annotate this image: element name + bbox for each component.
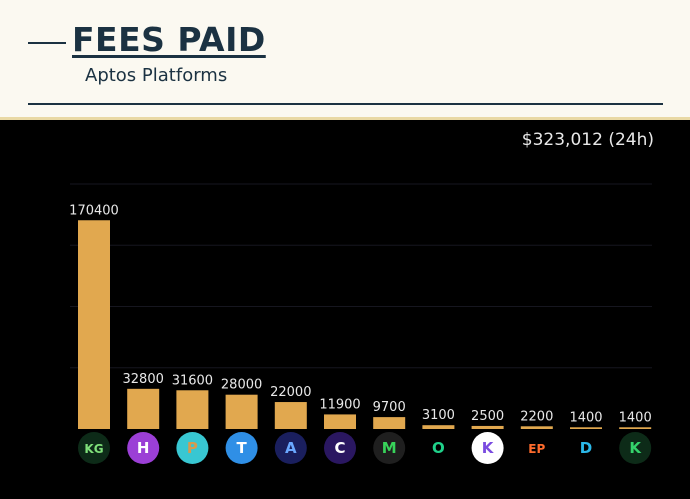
- bar: [176, 390, 209, 429]
- echelon-icon: EP: [528, 442, 545, 456]
- bar: [324, 414, 356, 429]
- svg-text:D: D: [580, 439, 592, 457]
- svg-text:K: K: [629, 439, 642, 457]
- header: FEES PAID Aptos Platforms: [0, 0, 690, 120]
- bar-chart: 170400 KG 32800 H 31600 P 28000 T 22000 A 11900 C 97…: [69, 183, 652, 464]
- bar: [373, 417, 406, 429]
- bar-value-label: 11900: [319, 397, 360, 412]
- svg-text:KG: KG: [84, 442, 103, 456]
- bar-value-label: 1400: [619, 410, 652, 425]
- bar-value-label: 22000: [270, 385, 311, 400]
- svg-text:K: K: [482, 439, 495, 457]
- svg-text:H: H: [137, 439, 150, 457]
- gridlines: [70, 183, 652, 369]
- bar-value-label: 170400: [69, 203, 119, 218]
- cellana-icon: C: [324, 432, 356, 464]
- svg-text:EP: EP: [528, 442, 545, 456]
- bar-value-label: 3100: [422, 408, 455, 423]
- title-dash: [28, 42, 66, 44]
- bar-value-label: 31600: [172, 373, 213, 388]
- tapp-icon: D: [580, 439, 592, 457]
- svg-text:A: A: [285, 439, 297, 457]
- hyperion-icon: H: [127, 432, 160, 464]
- pancakeswap-icon: P: [176, 432, 209, 464]
- chart-area: 170400 KG 32800 H 31600 P 28000 T 22000 A 11900 C 97…: [0, 120, 690, 499]
- page-title: FEES PAID: [72, 20, 266, 59]
- svg-text:O: O: [432, 439, 445, 457]
- bar: [78, 220, 110, 429]
- header-edge: [0, 117, 690, 120]
- panora-icon: O: [432, 439, 445, 457]
- bar: [274, 402, 307, 429]
- bar: [619, 427, 652, 429]
- merkle-icon: M: [373, 432, 406, 464]
- svg-text:M: M: [382, 439, 397, 457]
- header-divider: [28, 103, 663, 105]
- svg-text:P: P: [187, 439, 198, 457]
- svg-text:C: C: [334, 439, 345, 457]
- total-fees-label: $323,012 (24h): [521, 130, 654, 150]
- kana-icon: K: [471, 432, 504, 464]
- bar: [471, 425, 504, 429]
- page-subtitle: Aptos Platforms: [85, 65, 228, 86]
- kgen-icon: KG: [78, 432, 110, 464]
- aries-icon: A: [274, 432, 307, 464]
- bar-value-label: 32800: [123, 372, 164, 387]
- bar: [127, 388, 160, 429]
- svg-text:T: T: [236, 439, 247, 457]
- bar-value-label: 2500: [471, 409, 504, 424]
- bar-value-label: 28000: [221, 378, 262, 393]
- kofi-icon: K: [619, 432, 652, 464]
- bar-value-label: 2200: [520, 409, 553, 424]
- bar: [225, 394, 258, 429]
- thala-icon: T: [225, 432, 258, 464]
- bar: [520, 426, 553, 429]
- bar: [570, 427, 602, 429]
- bar: [422, 425, 455, 429]
- bar-value-label: 9700: [373, 400, 406, 415]
- bar-value-label: 1400: [569, 410, 602, 425]
